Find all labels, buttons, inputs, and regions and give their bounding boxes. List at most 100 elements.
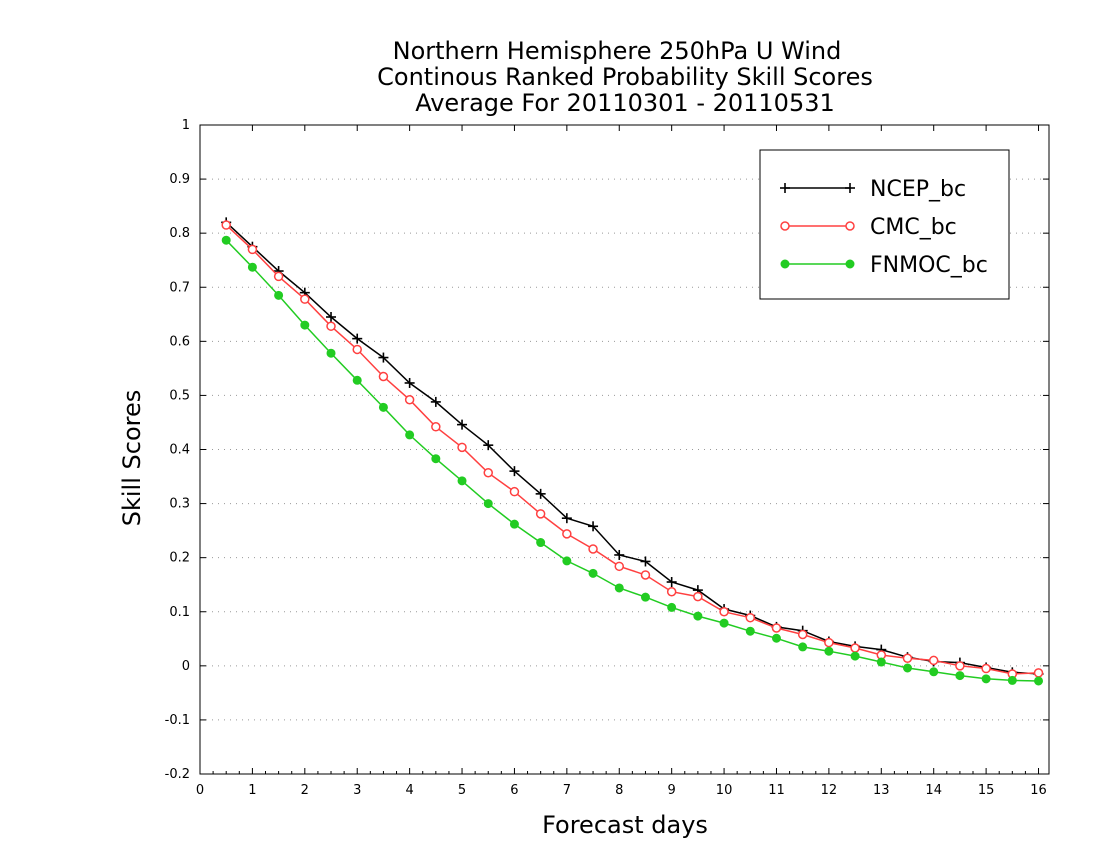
x-tick-label: 4 xyxy=(405,783,413,798)
data-point-fnmoc-bc xyxy=(352,375,362,385)
data-point-fnmoc-bc xyxy=(719,618,729,628)
data-point-fnmoc-bc xyxy=(221,235,231,245)
legend-item-cmc-bc: CMC_bc xyxy=(780,215,957,240)
data-point-cmc-bc xyxy=(719,607,729,617)
data-point-cmc-bc xyxy=(509,486,520,497)
data-point-fnmoc-bc xyxy=(1007,675,1017,685)
legend-marker xyxy=(780,259,790,269)
data-point-ncep-bc xyxy=(614,549,625,560)
data-point-fnmoc-bc xyxy=(929,667,939,677)
data-point-fnmoc-bc xyxy=(431,454,441,464)
data-point-ncep-bc xyxy=(326,311,337,322)
data-point-fnmoc-bc xyxy=(588,568,598,578)
legend-label: CMC_bc xyxy=(870,215,957,240)
data-point-cmc-bc xyxy=(640,570,651,580)
y-tick-label: 0.6 xyxy=(169,334,190,349)
legend-marker xyxy=(780,221,790,231)
data-point-fnmoc-bc xyxy=(824,646,834,656)
data-point-cmc-bc xyxy=(902,653,913,664)
data-point-cmc-bc xyxy=(273,271,284,282)
y-tick-label: 1 xyxy=(182,118,190,133)
data-point-fnmoc-bc xyxy=(667,602,677,612)
title-line-3: Average For 20110301 - 20110531 xyxy=(415,89,835,117)
x-tick-label: 11 xyxy=(768,783,785,798)
data-point-fnmoc-bc xyxy=(771,633,781,643)
data-point-fnmoc-bc xyxy=(955,671,965,681)
data-point-fnmoc-bc xyxy=(562,556,572,566)
data-point-cmc-bc xyxy=(483,468,493,478)
x-tick-label: 9 xyxy=(668,783,676,798)
series-fnmoc-bc xyxy=(221,235,1044,686)
data-point-cmc-bc xyxy=(797,629,808,640)
data-point-ncep-bc xyxy=(509,466,520,477)
y-tick-label: 0 xyxy=(182,659,190,674)
data-point-fnmoc-bc xyxy=(536,538,546,548)
y-tick-label: 0.7 xyxy=(169,280,190,295)
data-point-cmc-bc xyxy=(352,344,362,355)
data-point-cmc-bc xyxy=(300,294,310,304)
x-tick-label: 10 xyxy=(716,783,733,798)
data-point-ncep-bc xyxy=(430,396,441,407)
y-tick-label: 0.5 xyxy=(169,388,190,403)
data-point-cmc-bc xyxy=(221,220,231,230)
x-tick-label: 7 xyxy=(563,783,571,798)
x-tick-label: 13 xyxy=(873,783,890,798)
data-point-cmc-bc xyxy=(955,661,965,671)
x-tick-label: 16 xyxy=(1030,783,1047,798)
data-point-cmc-bc xyxy=(457,442,467,453)
data-point-fnmoc-bc xyxy=(745,626,755,636)
data-point-cmc-bc xyxy=(588,544,598,554)
y-tick-label: 0.4 xyxy=(169,443,190,458)
legend-marker xyxy=(780,183,790,193)
title-line-2: Continous Ranked Probability Skill Score… xyxy=(377,63,873,91)
data-point-fnmoc-bc xyxy=(850,651,860,661)
data-point-ncep-bc xyxy=(561,513,572,524)
data-point-fnmoc-bc xyxy=(981,674,991,684)
data-point-cmc-bc xyxy=(535,509,546,519)
data-point-fnmoc-bc xyxy=(693,611,703,621)
data-point-cmc-bc xyxy=(824,637,834,648)
y-tick-label: 0.2 xyxy=(169,551,190,566)
data-point-cmc-bc xyxy=(378,371,389,382)
data-point-cmc-bc xyxy=(771,623,782,633)
data-point-ncep-bc xyxy=(378,352,389,363)
legend-item-ncep-bc: NCEP_bc xyxy=(780,177,966,202)
data-point-ncep-bc xyxy=(588,521,599,532)
legend: NCEP_bc CMC_bc FNMOC_bc xyxy=(759,149,1010,300)
data-point-ncep-bc xyxy=(457,419,468,430)
x-axis: 0 1 2 3 4 5 6 7 8 9 10 11 12 13 14 15 16 xyxy=(196,125,1047,798)
y-axis: -0.2 -0.1 0 0.1 0.2 0.3 0.4 0.5 0.6 0.7 0.8 0.9 1 xyxy=(165,118,1049,782)
series-line-fnmoc-bc xyxy=(225,239,1039,682)
data-point-fnmoc-bc xyxy=(509,519,519,529)
data-point-ncep-bc xyxy=(535,488,546,499)
data-point-fnmoc-bc xyxy=(876,657,886,667)
data-point-fnmoc-bc xyxy=(300,320,310,330)
data-point-fnmoc-bc xyxy=(798,642,808,652)
x-tick-label: 6 xyxy=(510,783,518,798)
x-axis-title: Forecast days xyxy=(542,811,708,839)
legend-marker xyxy=(845,221,855,231)
data-point-fnmoc-bc xyxy=(1034,676,1044,686)
data-point-cmc-bc xyxy=(666,586,677,597)
y-tick-label: 0.3 xyxy=(169,497,190,512)
data-point-fnmoc-bc xyxy=(457,476,467,486)
data-point-ncep-bc xyxy=(352,333,363,344)
legend-marker xyxy=(845,183,855,193)
series-cmc-bc xyxy=(221,220,1044,679)
legend-item-fnmoc-bc: FNMOC_bc xyxy=(780,253,988,278)
title-line-1: Northern Hemisphere 250hPa U Wind xyxy=(393,37,842,65)
data-point-fnmoc-bc xyxy=(405,430,415,440)
data-point-cmc-bc xyxy=(693,591,703,602)
data-point-fnmoc-bc xyxy=(614,583,624,593)
data-point-cmc-bc xyxy=(928,655,939,666)
x-tick-label: 2 xyxy=(301,783,309,798)
y-tick-label: 0.8 xyxy=(169,226,190,241)
data-point-fnmoc-bc xyxy=(274,290,284,300)
x-tick-label: 3 xyxy=(353,783,361,798)
y-tick-label: 0.9 xyxy=(169,172,190,187)
data-point-ncep-bc xyxy=(483,440,494,451)
y-axis-title: Skill Scores xyxy=(118,390,146,527)
data-point-cmc-bc xyxy=(981,663,991,674)
x-tick-label: 8 xyxy=(615,783,623,798)
